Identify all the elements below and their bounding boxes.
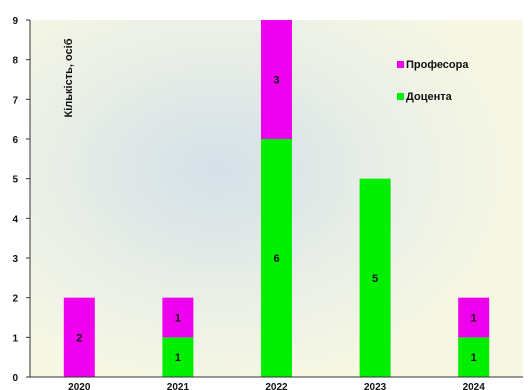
legend-swatch: [397, 61, 404, 68]
y-tick-label: 1: [12, 333, 18, 344]
bar-segment: [162, 297, 194, 338]
bars-group: 2 1 1 6 3 5 1 1: [63, 20, 490, 377]
y-tick-label: 6: [12, 135, 18, 146]
x-tick-label: 2024: [463, 382, 486, 390]
x-tick-label: 2020: [68, 382, 91, 390]
bar-value-label: 1: [175, 352, 181, 364]
bar-value-label: 3: [273, 75, 279, 87]
y-tick-label: 8: [12, 56, 18, 67]
bar-segment: [458, 297, 490, 338]
bar-segment: [359, 178, 391, 377]
x-tick-label: 2023: [364, 382, 387, 390]
y-tick-label: 4: [12, 214, 18, 225]
bar-value-label: 1: [471, 352, 477, 364]
bar-segment: [261, 20, 292, 139]
x-axis-ticks: 2020 2021 2022 2023 2024: [68, 382, 485, 390]
y-tick-label: 7: [12, 95, 18, 106]
y-axis-title: Кількість, осіб: [63, 38, 75, 117]
legend-label: Доцента: [406, 91, 453, 103]
y-tick-label: 3: [12, 254, 18, 265]
x-tick-label: 2022: [265, 382, 288, 390]
legend: Професора Доцента: [397, 59, 469, 103]
y-tick-label: 0: [12, 373, 18, 384]
y-axis-ticks: 0 1 2 3 4 5 6 7 8 9: [12, 16, 30, 384]
bar-value-label: 6: [273, 253, 279, 265]
bar-value-label: 2: [76, 332, 82, 344]
legend-swatch: [397, 93, 404, 100]
bar-value-label: 5: [372, 273, 378, 285]
bar-segment: [162, 337, 194, 377]
bar-segment: [261, 139, 292, 377]
x-tick-label: 2021: [167, 382, 190, 390]
bar-value-label: 1: [175, 313, 181, 325]
y-tick-label: 5: [12, 175, 18, 186]
y-tick-label: 9: [12, 16, 18, 27]
bar-value-label: 1: [471, 313, 477, 325]
bar-segment: [458, 337, 490, 377]
bar-segment: [63, 297, 95, 377]
legend-label: Професора: [406, 59, 469, 71]
y-tick-label: 2: [12, 294, 18, 305]
